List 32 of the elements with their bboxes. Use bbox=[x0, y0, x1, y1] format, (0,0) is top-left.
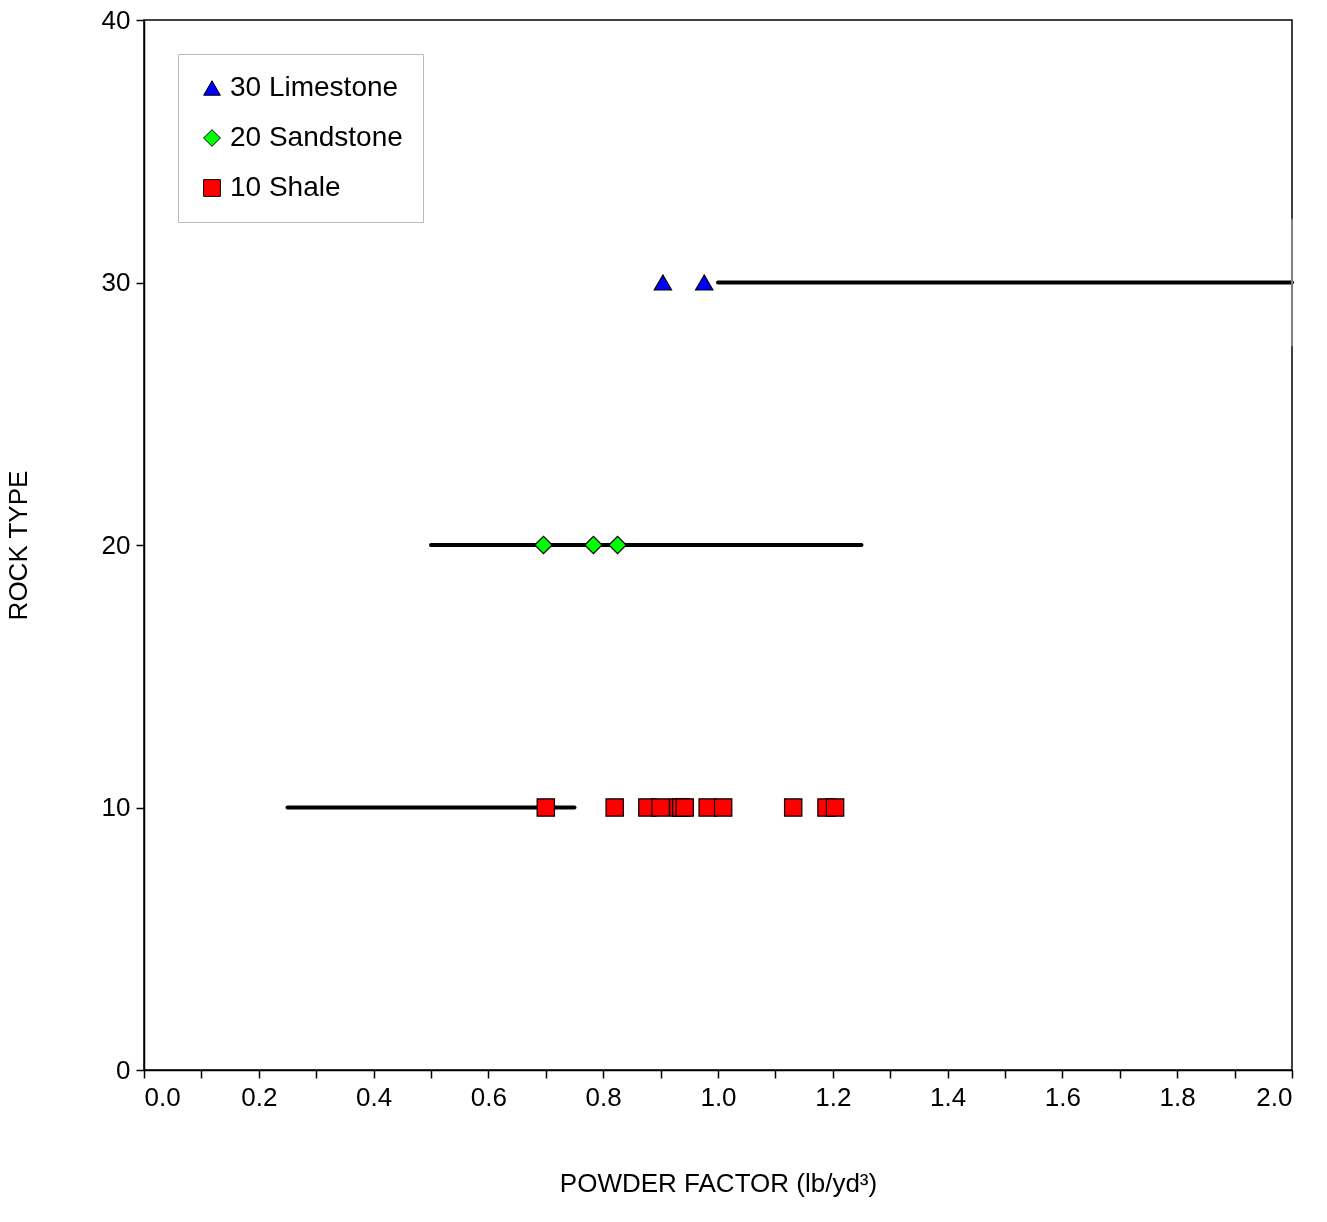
x-tick-label: 1.4 bbox=[930, 1081, 967, 1112]
point bbox=[694, 274, 714, 291]
legend-label: 30 Limestone bbox=[230, 71, 399, 102]
point bbox=[534, 535, 553, 555]
y-axis-title: ROCK TYPE bbox=[2, 470, 33, 621]
point bbox=[605, 798, 624, 817]
x-tick-label: 1.6 bbox=[1044, 1081, 1081, 1112]
x-tick-label: 0.2 bbox=[241, 1081, 278, 1112]
y-tick-label: 30 bbox=[101, 267, 131, 297]
x-tick-label: 0.8 bbox=[585, 1081, 622, 1112]
y-tick-label: 10 bbox=[101, 792, 131, 822]
legend-label: 20 Sandstone bbox=[230, 121, 403, 152]
point bbox=[713, 798, 733, 817]
point bbox=[651, 798, 670, 817]
x-tick-label: 0.0 bbox=[144, 1081, 181, 1112]
legend-label: 10 Shale bbox=[230, 171, 341, 202]
x-tick-label: 0.4 bbox=[356, 1081, 393, 1112]
x-tick-label: 1.0 bbox=[700, 1081, 737, 1112]
x-tick-label: 1.2 bbox=[815, 1081, 852, 1112]
x-tick-label: 1.8 bbox=[1159, 1081, 1196, 1112]
point bbox=[825, 798, 845, 817]
point bbox=[783, 798, 803, 817]
y-tick-label: 20 bbox=[101, 529, 131, 560]
point bbox=[536, 798, 556, 817]
y-tick-label: 0 bbox=[116, 1054, 131, 1085]
x-axis-title: POWDER FACTOR (lb/yd³) bbox=[559, 1167, 878, 1198]
point bbox=[584, 535, 603, 555]
x-tick-label: 2.0 bbox=[1256, 1081, 1293, 1112]
x-tick-label: 0.6 bbox=[470, 1081, 507, 1112]
y-tick-label: 40 bbox=[101, 4, 131, 35]
point bbox=[608, 535, 627, 555]
point bbox=[653, 274, 673, 291]
